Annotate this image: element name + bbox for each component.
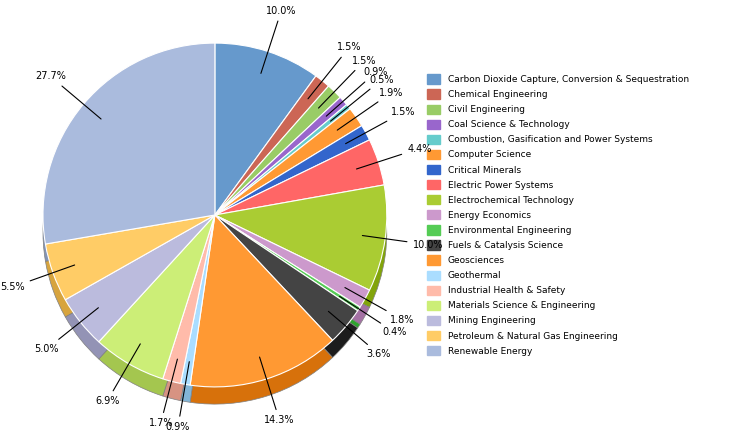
Legend: Carbon Dioxide Capture, Conversion & Sequestration, Chemical Engineering, Civil : Carbon Dioxide Capture, Conversion & Seq… — [427, 74, 689, 356]
Wedge shape — [215, 215, 360, 311]
Text: 1.9%: 1.9% — [337, 88, 404, 130]
Text: 1.8%: 1.8% — [345, 288, 415, 325]
Wedge shape — [215, 93, 328, 232]
Text: 5.5%: 5.5% — [0, 265, 75, 292]
Text: 1.5%: 1.5% — [319, 55, 376, 108]
Wedge shape — [215, 143, 370, 232]
Text: 0.5%: 0.5% — [330, 74, 394, 121]
Wedge shape — [163, 232, 215, 401]
Wedge shape — [99, 232, 215, 396]
Wedge shape — [215, 215, 358, 340]
Wedge shape — [45, 215, 215, 300]
Wedge shape — [215, 185, 387, 290]
Wedge shape — [215, 140, 384, 215]
Wedge shape — [215, 109, 362, 215]
Wedge shape — [215, 43, 316, 215]
Wedge shape — [181, 215, 215, 385]
Wedge shape — [215, 104, 350, 215]
Wedge shape — [215, 97, 347, 215]
Text: 0.4%: 0.4% — [339, 296, 407, 338]
Wedge shape — [181, 232, 215, 402]
Wedge shape — [215, 103, 340, 232]
Text: 1.7%: 1.7% — [148, 359, 177, 428]
Text: 3.6%: 3.6% — [328, 311, 391, 359]
Wedge shape — [190, 215, 333, 387]
Wedge shape — [190, 232, 333, 404]
Wedge shape — [43, 60, 215, 261]
Wedge shape — [215, 157, 384, 232]
Wedge shape — [99, 215, 215, 379]
Wedge shape — [215, 126, 370, 215]
Text: 27.7%: 27.7% — [35, 71, 101, 119]
Wedge shape — [215, 232, 370, 324]
Text: 5.0%: 5.0% — [35, 308, 99, 354]
Wedge shape — [215, 122, 350, 232]
Text: 14.3%: 14.3% — [259, 357, 295, 425]
Text: 10.0%: 10.0% — [261, 6, 296, 74]
Text: 10.0%: 10.0% — [362, 236, 443, 249]
Wedge shape — [215, 202, 387, 307]
Text: 1.5%: 1.5% — [345, 107, 416, 144]
Text: 4.4%: 4.4% — [356, 144, 431, 169]
Wedge shape — [45, 232, 215, 317]
Text: 0.9%: 0.9% — [326, 68, 388, 116]
Wedge shape — [163, 215, 215, 384]
Wedge shape — [215, 86, 340, 215]
Wedge shape — [215, 114, 347, 232]
Wedge shape — [215, 126, 362, 232]
Wedge shape — [215, 215, 370, 307]
Wedge shape — [215, 232, 360, 328]
Text: 6.9%: 6.9% — [95, 344, 140, 406]
Wedge shape — [65, 215, 215, 342]
Text: 0.9%: 0.9% — [166, 362, 190, 430]
Wedge shape — [65, 232, 215, 359]
Wedge shape — [215, 232, 358, 357]
Wedge shape — [215, 76, 328, 215]
Text: 1.5%: 1.5% — [308, 42, 362, 99]
Wedge shape — [215, 60, 316, 232]
Wedge shape — [43, 43, 215, 244]
